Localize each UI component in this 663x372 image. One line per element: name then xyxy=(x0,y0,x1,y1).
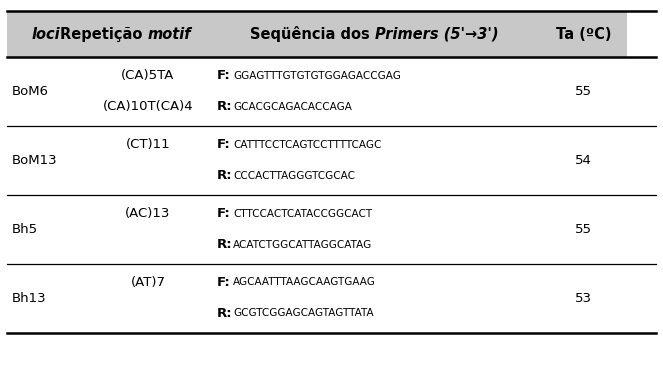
Text: CTTCCACTCATACCGGCACT: CTTCCACTCATACCGGCACT xyxy=(233,209,373,218)
Bar xyxy=(7,11,85,57)
Text: ACATCTGGCATTAGGCATAG: ACATCTGGCATTAGGCATAG xyxy=(233,240,373,250)
Text: (CA)5TA: (CA)5TA xyxy=(121,69,174,82)
Bar xyxy=(211,11,540,57)
Text: R:: R: xyxy=(217,169,232,182)
Text: BoM6: BoM6 xyxy=(12,85,49,98)
Text: Primers (5'→3'): Primers (5'→3') xyxy=(375,27,499,42)
Text: 55: 55 xyxy=(575,223,592,236)
Text: 54: 54 xyxy=(575,154,591,167)
Text: R:: R: xyxy=(217,238,232,251)
Text: (CA)10T(CA)4: (CA)10T(CA)4 xyxy=(103,100,193,113)
Bar xyxy=(85,11,211,57)
Text: CCCACTTAGGGTCGCAC: CCCACTTAGGGTCGCAC xyxy=(233,171,355,181)
Text: GCGTCGGAGCAGTAGTTATA: GCGTCGGAGCAGTAGTTATA xyxy=(233,308,374,318)
Text: CATTTCCTCAGTCCTTTTCAGC: CATTTCCTCAGTCCTTTTCAGC xyxy=(233,140,381,150)
Bar xyxy=(7,126,656,195)
Text: (CT)11: (CT)11 xyxy=(125,138,170,151)
Bar xyxy=(7,57,656,126)
Text: F:: F: xyxy=(217,69,230,82)
Text: AGCAATTTAAGCAAGTGAAG: AGCAATTTAAGCAAGTGAAG xyxy=(233,278,376,288)
Text: GCACGCAGACACCAGA: GCACGCAGACACCAGA xyxy=(233,102,352,112)
Text: F:: F: xyxy=(217,138,230,151)
Text: BoM13: BoM13 xyxy=(12,154,58,167)
Bar xyxy=(7,195,656,264)
Text: 55: 55 xyxy=(575,85,592,98)
Text: Bh13: Bh13 xyxy=(12,292,46,305)
Text: F:: F: xyxy=(217,276,230,289)
Text: Seqüência dos: Seqüência dos xyxy=(251,26,375,42)
Text: (AT)7: (AT)7 xyxy=(131,276,166,289)
Text: 53: 53 xyxy=(575,292,592,305)
Text: Repetição: Repetição xyxy=(60,27,148,42)
Text: Ta (ºC): Ta (ºC) xyxy=(556,27,611,42)
Bar xyxy=(540,11,627,57)
Text: loci: loci xyxy=(31,27,60,42)
Text: (AC)13: (AC)13 xyxy=(125,207,170,220)
Bar xyxy=(7,264,656,333)
Text: R:: R: xyxy=(217,100,232,113)
Text: F:: F: xyxy=(217,207,230,220)
Text: R:: R: xyxy=(217,307,232,320)
Text: motif: motif xyxy=(148,27,192,42)
Text: GGAGTTTGTGTGTGGAGACCGAG: GGAGTTTGTGTGTGGAGACCGAG xyxy=(233,71,401,81)
Text: Bh5: Bh5 xyxy=(12,223,38,236)
